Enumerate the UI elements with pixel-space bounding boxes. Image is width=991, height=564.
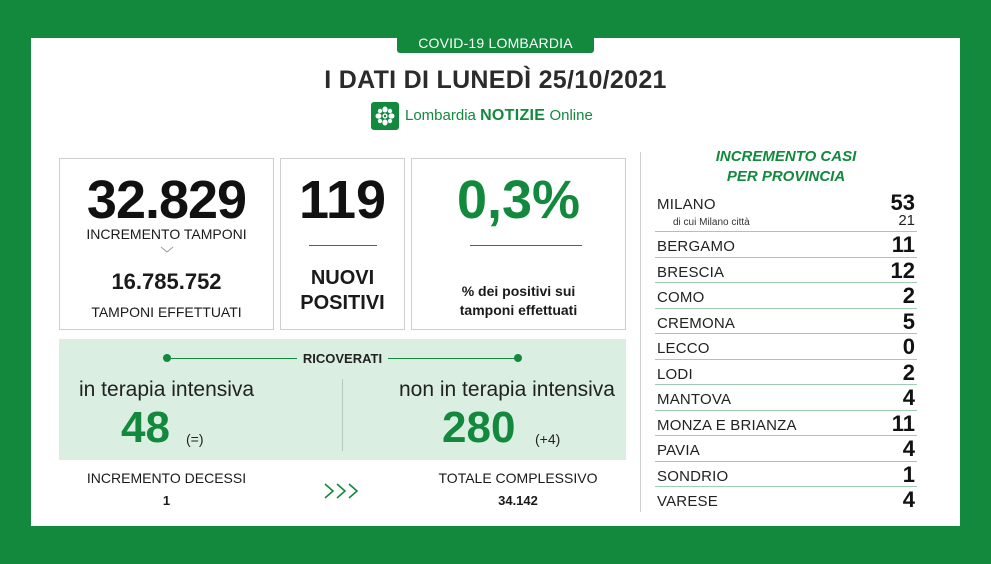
divider xyxy=(309,245,377,246)
brand-bold: NOTIZIE xyxy=(480,107,546,124)
percent-label-line1: % dei positivi sui xyxy=(461,283,576,299)
province-name: COMO xyxy=(657,289,705,306)
province-sub-label: di cui Milano città xyxy=(673,217,750,228)
lombardia-rose-icon xyxy=(371,102,399,130)
divider xyxy=(470,245,582,246)
brand-prefix: Lombardia xyxy=(405,107,476,124)
list-item: VARESE 4 xyxy=(655,487,917,513)
ricoverati-title-text: RICOVERATI xyxy=(296,351,389,366)
province-title: INCREMENTO CASI PER PROVINCIA xyxy=(656,147,916,187)
chevron-down-icon xyxy=(60,245,273,257)
totale-value: 34.142 xyxy=(498,493,538,508)
ricoverati-header: RICOVERATI xyxy=(59,351,626,367)
list-item: BRESCIA 12 xyxy=(655,257,917,283)
tamponi-box: 32.829 INCREMENTO TAMPONI 16.785.752 TAM… xyxy=(59,158,274,330)
province-value: 5 xyxy=(902,308,915,334)
province-list: MILANO 53 di cui Milano città 21 BERGAMO… xyxy=(655,190,917,513)
province-value: 11 xyxy=(891,410,915,436)
province-value: 4 xyxy=(902,436,915,461)
province-name: LODI xyxy=(657,365,693,383)
province-value: 11 xyxy=(891,232,915,257)
totale-label: TOTALE COMPLESSIVO xyxy=(438,470,598,486)
list-item: BERGAMO 11 xyxy=(655,232,917,258)
decessi-label: INCREMENTO DECESSI xyxy=(86,470,247,486)
province-name: SONDRIO xyxy=(657,467,729,485)
province-value: 53 xyxy=(890,190,915,215)
percent-box: 0,3% % dei positivi sui tamponi effettua… xyxy=(411,158,626,330)
percent-value: 0,3% xyxy=(456,170,581,230)
province-name: CREMONA xyxy=(657,314,736,332)
province-name: MONZA E BRIANZA xyxy=(657,416,797,434)
tamponi-value: 32.829 xyxy=(86,170,247,230)
positivi-box: 119 NUOVI POSITIVI xyxy=(280,158,405,330)
ricoverati-title: RICOVERATI xyxy=(59,351,626,366)
percent-label-line2: tamponi effettuati xyxy=(459,302,578,318)
province-name: BRESCIA xyxy=(657,263,725,281)
list-item: LODI 2 xyxy=(655,359,917,385)
province-title-line2: PER PROVINCIA xyxy=(726,168,846,185)
percent-label: % dei positivi sui tamponi effettuati xyxy=(412,282,625,320)
province-value: 12 xyxy=(890,257,915,283)
non-intensiva-label: non in terapia intensiva xyxy=(399,378,615,401)
region-badge: COVID-19 LOMBARDIA xyxy=(397,33,594,53)
list-item: SONDRIO 1 xyxy=(655,461,917,487)
province-name: VARESE xyxy=(657,493,718,510)
list-item: CREMONA 5 xyxy=(655,308,917,334)
brand-logo: Lombardia NOTIZIE Online xyxy=(371,102,593,130)
chevron-right-icon xyxy=(323,480,367,508)
list-item: COMO 2 xyxy=(655,283,917,309)
province-value: 2 xyxy=(902,359,915,385)
province-name: PAVIA xyxy=(657,442,700,459)
tamponi-total: 16.785.752 xyxy=(111,269,222,294)
province-value: 2 xyxy=(902,283,915,308)
list-item: MONZA E BRIANZA 11 xyxy=(655,410,917,436)
divider xyxy=(342,379,343,451)
brand-name: Lombardia NOTIZIE Online xyxy=(405,107,593,125)
province-sub-value: 21 xyxy=(898,212,915,229)
bullet-dot xyxy=(163,354,171,362)
non-intensiva-value: 280 xyxy=(442,403,516,452)
tamponi-total-label: TAMPONI EFFETTUATI xyxy=(91,304,242,320)
list-item: LECCO 0 xyxy=(655,334,917,360)
non-intensiva-delta: (+4) xyxy=(535,431,561,447)
positivi-label: NUOVI POSITIVI xyxy=(281,266,404,316)
intensiva-label: in terapia intensiva xyxy=(79,378,255,401)
intensiva-delta: (=) xyxy=(186,431,204,447)
province-name: MILANO xyxy=(657,196,716,213)
province-title-line1: INCREMENTO CASI xyxy=(715,148,857,165)
province-value: 1 xyxy=(902,461,915,487)
province-name: MANTOVA xyxy=(657,391,732,408)
province-value: 0 xyxy=(902,334,915,359)
province-value: 4 xyxy=(902,385,915,410)
positivi-label-line1: NUOVI xyxy=(310,267,375,289)
province-name: BERGAMO xyxy=(657,238,736,255)
province-value: 4 xyxy=(902,487,915,512)
ricoverati-panel: RICOVERATI in terapia intensiva 48 (=) n… xyxy=(59,339,626,460)
brand-suffix: Online xyxy=(549,107,593,124)
list-item: PAVIA 4 xyxy=(655,436,917,462)
bullet-dot xyxy=(514,354,522,362)
list-item: MILANO 53 di cui Milano città 21 xyxy=(655,190,917,232)
decessi-value: 1 xyxy=(162,493,171,508)
divider xyxy=(640,152,641,512)
province-name: LECCO xyxy=(657,340,710,357)
positivi-label-line2: POSITIVI xyxy=(300,292,385,314)
positivi-value: 119 xyxy=(298,170,387,230)
list-item: MANTOVA 4 xyxy=(655,385,917,411)
page-title: I DATI DI LUNEDÌ 25/10/2021 xyxy=(324,66,667,94)
tamponi-label: INCREMENTO TAMPONI xyxy=(86,226,247,242)
intensiva-value: 48 xyxy=(121,403,170,452)
